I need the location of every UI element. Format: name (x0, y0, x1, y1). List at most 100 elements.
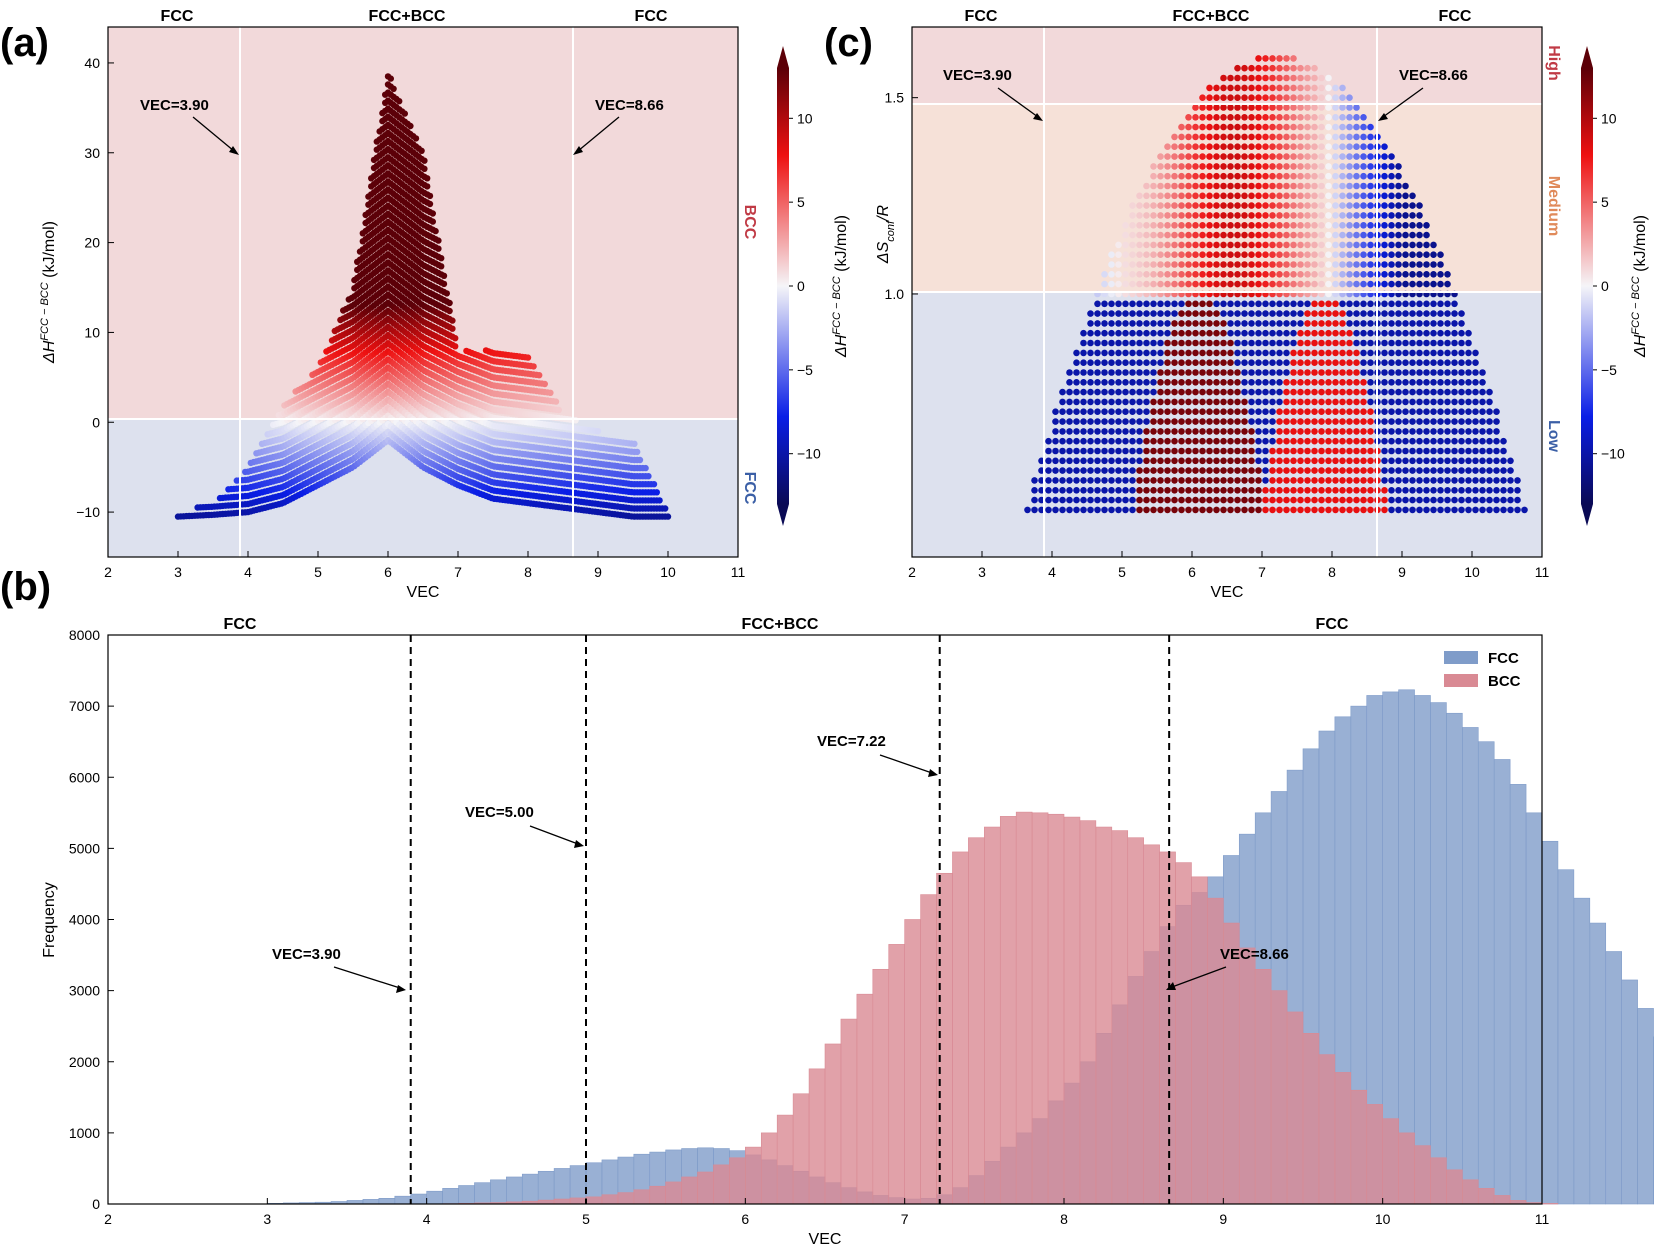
panel-c-point (1283, 64, 1290, 72)
panel-c-point (1311, 359, 1318, 367)
panel-c-point (1262, 437, 1269, 445)
panel-c-point (1402, 496, 1409, 504)
panel-c-point (1227, 271, 1234, 278)
panel-c-point (1297, 310, 1304, 317)
panel-c-point (1276, 163, 1283, 170)
panel-c-point (1423, 506, 1430, 514)
panel-c-point (1241, 74, 1248, 82)
panel-c-point (1220, 153, 1227, 160)
panel-c-point (1262, 447, 1269, 455)
panel-c-point (1101, 310, 1108, 317)
panel-c-point (1318, 163, 1325, 170)
panel-c-point (1192, 487, 1199, 494)
panel-c-point (1332, 123, 1339, 131)
panel-c-point (1332, 261, 1339, 268)
panel-c-point (1227, 329, 1234, 337)
panel-c-point (1332, 418, 1339, 425)
panel-c-point (1206, 261, 1213, 268)
panel-c-point (1157, 320, 1164, 327)
panel-a-point (664, 513, 672, 520)
panel-c-point (1248, 172, 1255, 180)
panel-c-point (1332, 477, 1339, 484)
panel-c-point (1416, 280, 1423, 288)
panel-c-point (1227, 163, 1234, 170)
panel-c-point (1241, 163, 1248, 170)
panel-c-point (1360, 379, 1367, 386)
panel-c-point (1402, 457, 1409, 465)
panel-c-point (1171, 163, 1178, 170)
panel-c-point (1094, 398, 1101, 406)
panel-c-point (1325, 271, 1332, 278)
panel-c-point (1409, 437, 1416, 445)
panel-c-point (1178, 379, 1185, 386)
panel-c-point (1388, 182, 1395, 190)
panel-c-point (1164, 457, 1171, 465)
panel-c-point (1339, 457, 1346, 465)
panel-c-point (1241, 114, 1248, 121)
panel-c-point (1052, 408, 1059, 416)
panel-a-arrow-8.66 (577, 116, 620, 152)
panel-c-point (1115, 300, 1122, 308)
panel-c-point (1325, 94, 1332, 101)
panel-c-point (1178, 123, 1185, 131)
panel-c-point (1192, 153, 1199, 160)
panel-c-point (1276, 123, 1283, 131)
panel-c-point (1234, 94, 1241, 101)
panel-c-point (1346, 487, 1353, 494)
panel-c-point (1150, 280, 1157, 288)
panel-a-ylabel-main: ΔH (41, 340, 58, 364)
panel-c-point (1220, 496, 1227, 504)
panel-c-point (1262, 271, 1269, 278)
panel-a-frame (107, 26, 739, 558)
panel-c-point (1129, 359, 1136, 367)
panel-c-point (1178, 398, 1185, 406)
panel-c-point (1276, 310, 1283, 317)
panel-c-point (1192, 379, 1199, 386)
panel-a-annot-8.66: VEC=8.66 (595, 97, 664, 114)
panel-c-point (1185, 359, 1192, 367)
panel-c-point (1248, 143, 1255, 150)
panel-c-point (1290, 133, 1297, 141)
panel-c-point (1143, 369, 1150, 376)
panel-c-point (1185, 506, 1192, 514)
panel-c-point (1164, 418, 1171, 425)
panel-c-point (1416, 496, 1423, 504)
panel-c-point (1199, 123, 1206, 131)
panel-c-point (1346, 212, 1353, 219)
panel-c-point (1381, 310, 1388, 317)
panel-c-point (1367, 310, 1374, 317)
panel-c-point (1346, 457, 1353, 465)
panel-c-point (1360, 437, 1367, 445)
panel-c-point (1416, 222, 1423, 229)
panel-c-point (1409, 212, 1416, 219)
panel-c-point (1192, 408, 1199, 416)
panel-c-point (1332, 271, 1339, 278)
panel-c-point (1227, 192, 1234, 200)
panel-c-point (1199, 506, 1206, 514)
panel-c-point (1255, 192, 1262, 200)
panel-c-point (1276, 408, 1283, 416)
panel-c-point (1290, 467, 1297, 474)
panel-c-point (1248, 231, 1255, 239)
panel-c-point (1318, 192, 1325, 200)
panel-c-point (1269, 280, 1276, 288)
panel-c-point (1283, 94, 1290, 101)
panel-c-point (1157, 349, 1164, 357)
panel-c-point (1206, 349, 1213, 357)
panel-c-point (1045, 506, 1052, 514)
panel-c-point (1311, 261, 1318, 268)
panel-c-point (1353, 477, 1360, 484)
panel-c-point (1276, 153, 1283, 160)
panel-c-point (1388, 447, 1395, 455)
panel-c-point (1136, 467, 1143, 474)
panel-c-point (1276, 398, 1283, 406)
panel-c-point (1213, 222, 1220, 229)
panel-a-point (547, 389, 554, 396)
panel-c-point (1269, 64, 1276, 72)
panel-c-point (1199, 418, 1206, 425)
panel-c-point (1255, 300, 1262, 308)
panel-c-point (1122, 379, 1129, 386)
panel-c-point (1164, 437, 1171, 445)
panel-a-arrow-3.90 (192, 116, 235, 152)
panel-c-point (1283, 133, 1290, 141)
